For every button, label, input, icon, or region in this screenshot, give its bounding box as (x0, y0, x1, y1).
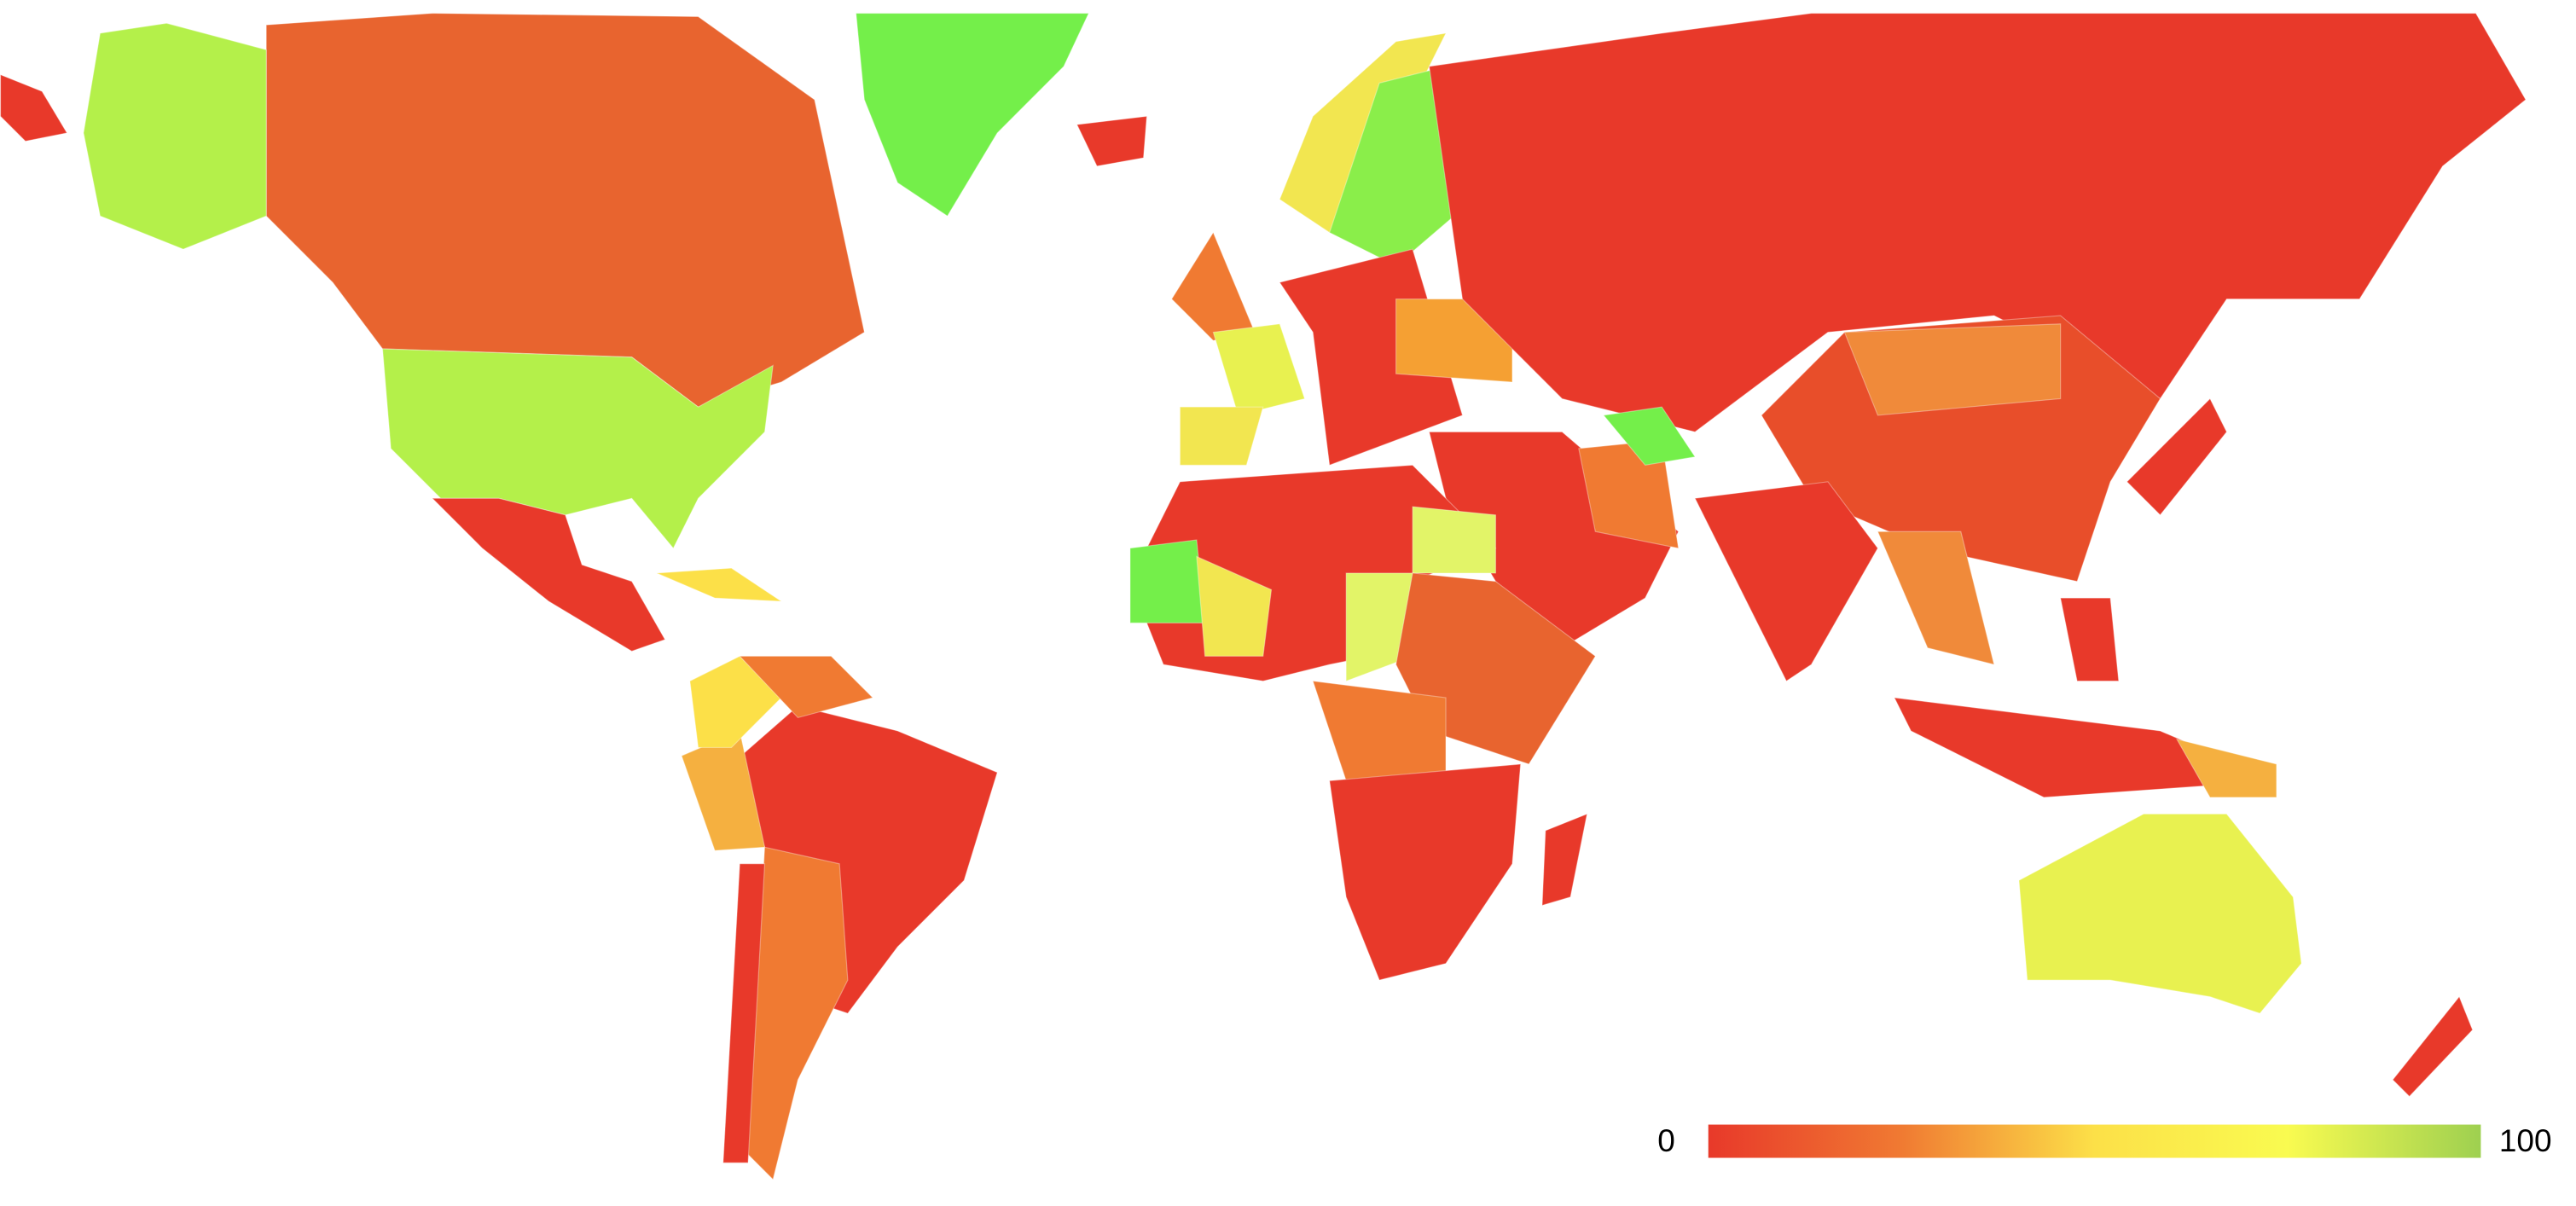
countries (0, 12, 2527, 1180)
region (1428, 12, 2527, 433)
region (689, 655, 782, 749)
region (83, 22, 267, 250)
legend-min-label: 0 (1657, 1123, 1675, 1158)
region (1877, 531, 1995, 665)
region (1843, 323, 2062, 416)
legend: 0 100 (1657, 1123, 2551, 1158)
region (2392, 995, 2474, 1098)
region (2059, 597, 2120, 682)
region (0, 73, 68, 142)
region (1076, 115, 1148, 167)
region (2126, 397, 2228, 516)
region (1196, 555, 1273, 657)
region (855, 12, 1090, 217)
region (265, 12, 866, 408)
region (1170, 231, 1256, 341)
region (1129, 539, 1206, 623)
region (2018, 813, 2302, 1014)
region (2175, 738, 2277, 798)
region (738, 655, 874, 719)
region (656, 567, 784, 602)
region (431, 497, 666, 652)
region (1602, 406, 1697, 466)
region (1694, 481, 1879, 682)
region (722, 863, 766, 1163)
region (1329, 763, 1522, 981)
legend-max-label: 100 (2499, 1123, 2552, 1158)
region (1212, 323, 1306, 416)
region (1179, 406, 1264, 466)
legend-gradient (1708, 1124, 2481, 1158)
region (1412, 506, 1497, 574)
region (1893, 697, 2277, 798)
region (1541, 813, 1588, 907)
